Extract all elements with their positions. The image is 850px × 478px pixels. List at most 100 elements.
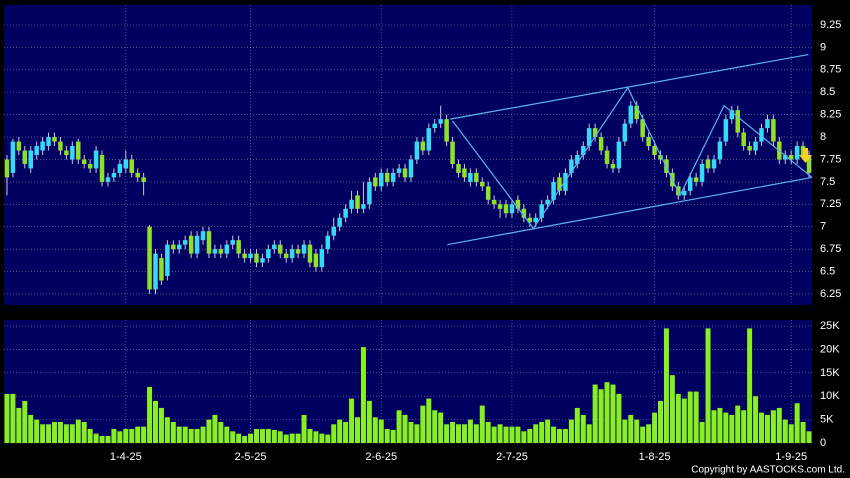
volume-bar [254,428,259,443]
volume-bar [747,328,753,443]
volume-bar [539,421,545,443]
volume-bar [533,424,539,443]
candle-body [188,235,194,254]
credit: Copyright by AASTOCKS.com Ltd. [691,465,845,476]
volume-bar [372,417,378,443]
candle-body [16,141,22,151]
volume-bar [141,426,147,443]
volume-bar [580,414,586,443]
volume-bar [313,431,319,443]
volume-bar [40,424,46,443]
volume-bar [420,405,426,443]
volume-bar [170,421,176,443]
volume-bar [753,396,759,443]
volume-bar [366,400,372,443]
volume-bar [551,426,557,443]
y-tick-label: 10K [820,390,840,402]
volume-bar [610,384,616,443]
candle-body [301,244,307,254]
volume-bar [384,428,390,443]
x-tick-label: 1-8-25 [639,451,671,463]
candle-body [99,155,105,182]
volume-bar [402,414,408,443]
volume-bar [473,424,479,443]
volume-bar [491,426,497,443]
volume-bar [497,424,503,443]
y-tick-label: 6.75 [820,243,841,255]
candle-body [545,199,550,205]
candle-body [260,258,265,263]
volume-bar [646,424,652,443]
volume-bar [176,426,182,443]
volume-bar [218,421,224,443]
volume-bar [426,398,432,443]
candle-body [242,253,247,259]
candle-body [379,172,384,187]
volume-bar [652,412,658,443]
candle-body [794,146,800,160]
y-tick-label: 7.75 [820,153,841,165]
volume-bar [301,414,307,443]
candle-body [806,155,812,173]
candle-body [610,163,616,169]
volume-bar [622,419,628,443]
candle-body [224,244,230,254]
candle-body [40,141,45,151]
candle-body [52,137,57,142]
volume-bar [16,407,22,443]
candle-body [28,150,33,169]
volume-bar [764,414,770,443]
volume-bar [444,424,450,443]
candle-body [402,168,408,178]
candle-body [729,110,735,120]
candle-body [272,244,277,250]
volume-bar [717,407,723,443]
candle-body [509,204,515,214]
candle-body [248,253,253,259]
candle-body [295,249,301,254]
volume-bar [158,407,164,443]
volume-bar [806,431,812,443]
y-tick-label: 5K [820,414,834,426]
volume-bar [545,419,551,443]
candle-body [485,186,491,200]
y-tick-label: 6.25 [820,288,841,300]
volume-bar [711,410,717,443]
volume-bar [46,424,52,443]
volume-bar [396,410,402,443]
candle-body [194,235,200,254]
candle-body [153,253,158,290]
candle-body [586,128,592,147]
volume-bar [776,407,782,443]
candle-body [266,249,271,259]
candle-body [307,244,313,263]
candle-body [497,204,503,209]
candle-body [438,119,443,124]
trend-line [447,176,813,246]
y-tick-label: 7.5 [820,176,835,188]
volume-bar [586,424,592,443]
volume-bar [242,435,248,443]
candle-body [319,249,325,268]
volume-bar [693,391,699,443]
candle-body [581,146,586,155]
candle-body [182,240,188,245]
candle-body [165,244,170,277]
candle-body [230,240,235,245]
candle-body [444,119,449,142]
candle-body [325,235,331,250]
candle-body [289,249,295,259]
volume-bar [236,433,242,443]
candle-body [81,159,87,164]
volume-bar [307,428,313,443]
volume-bar [206,419,212,443]
candle-body [788,155,794,160]
volume-bar [248,433,254,443]
candle-body [111,172,117,178]
volume-bar [259,428,265,443]
volume-bar [200,426,206,443]
candle-body [705,159,711,169]
volume-bar [408,421,414,443]
volume-bar [616,393,622,443]
